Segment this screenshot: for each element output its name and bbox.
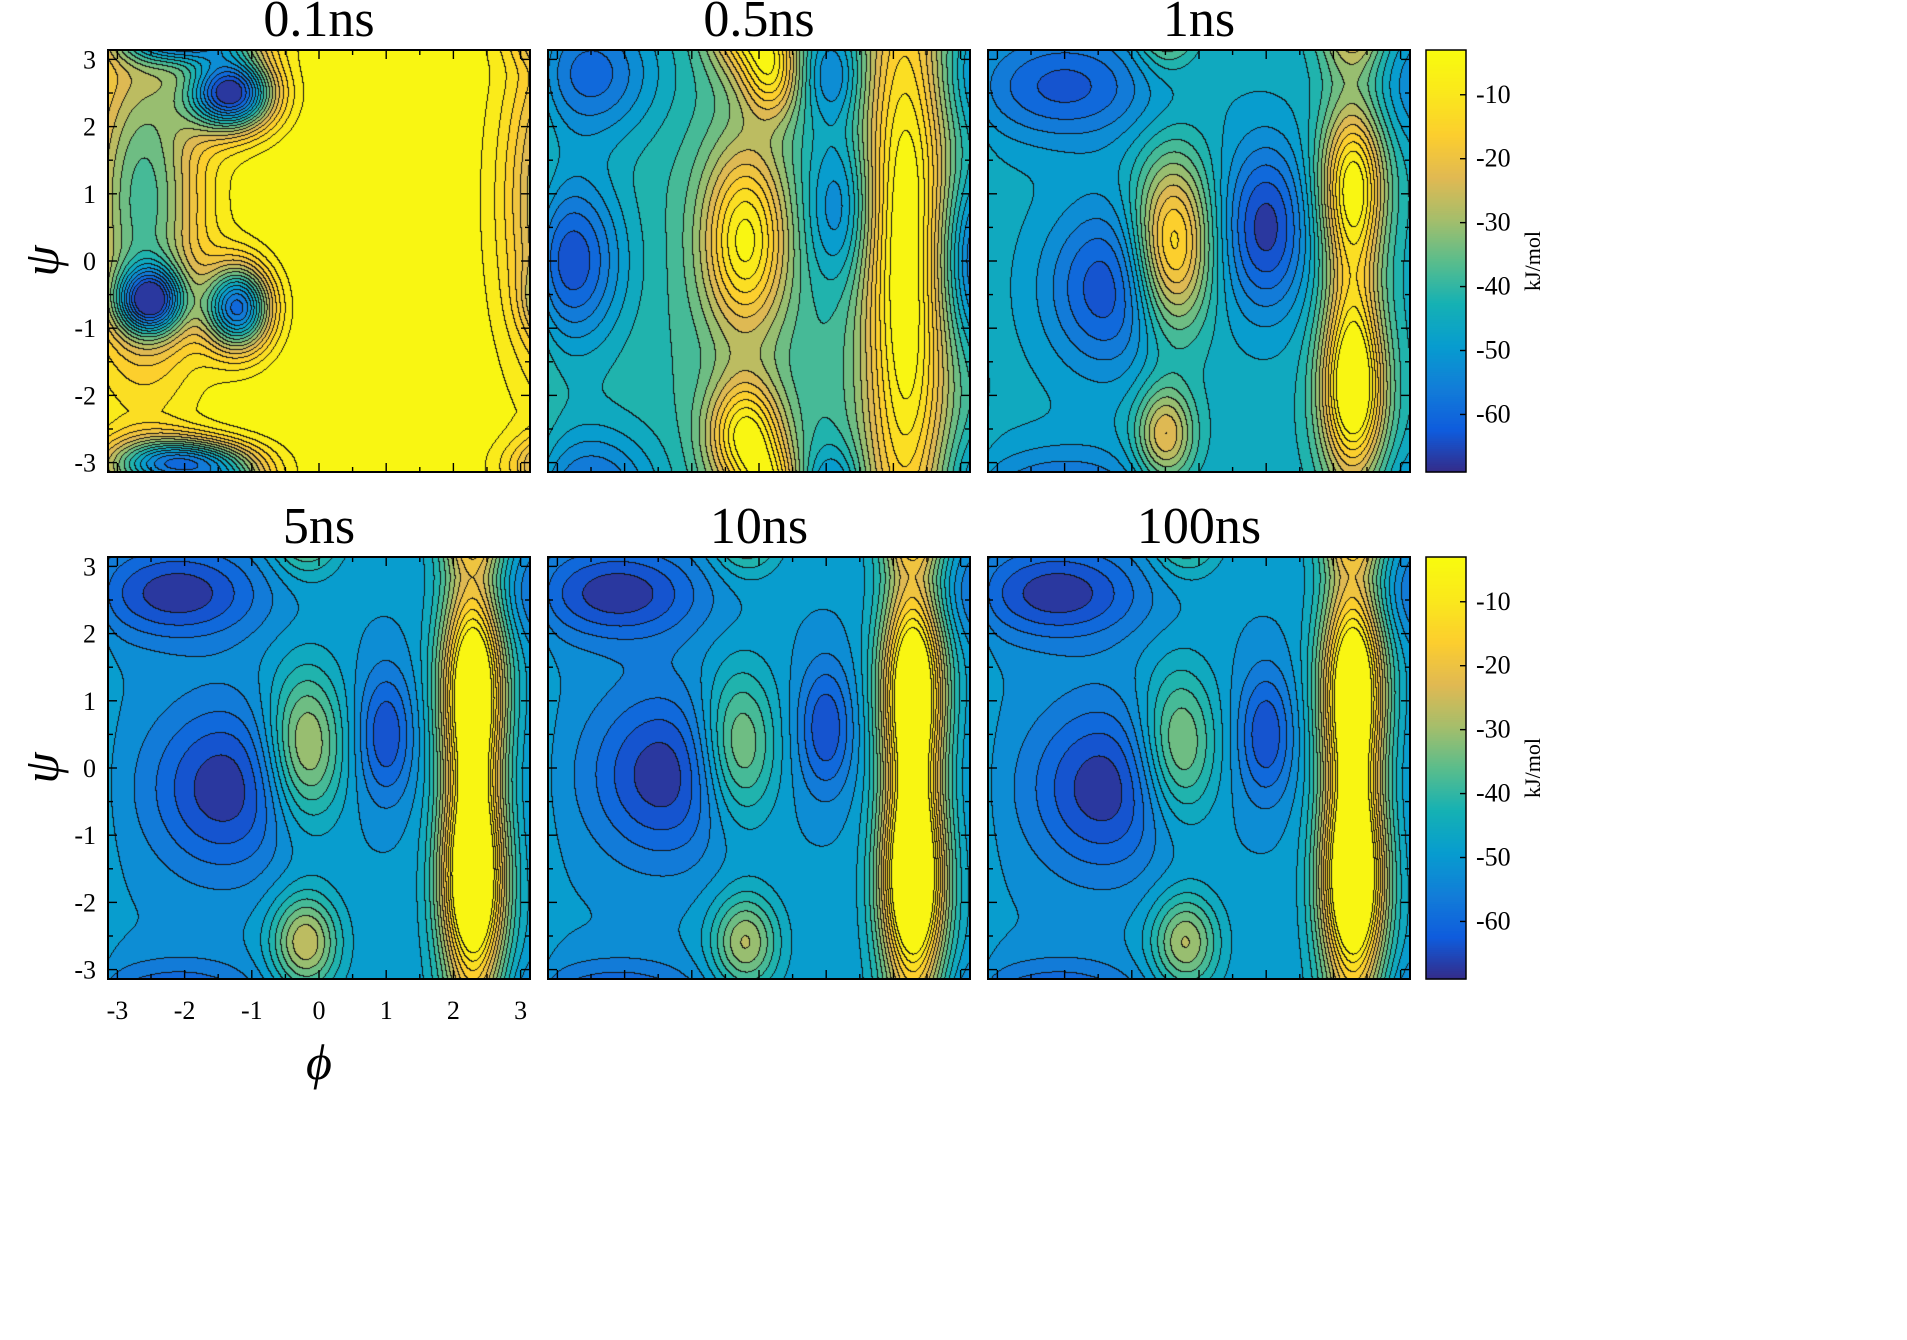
y-tick-label: 3 (83, 552, 96, 581)
y-tick-label: -1 (74, 821, 96, 850)
contour-map (988, 50, 1410, 472)
colorbar-tick-label: -50 (1476, 336, 1511, 365)
colorbar-frame (1425, 49, 1467, 473)
colorbar-tick-label: -60 (1476, 399, 1511, 428)
x-tick-label: -2 (174, 996, 196, 1025)
axis-ticks (988, 50, 1410, 472)
axis-ticks (548, 50, 970, 472)
x-tick-label: 0 (313, 996, 326, 1025)
x-axis-label: ϕ (306, 1034, 332, 1090)
colorbar-tick-label: -60 (1476, 906, 1511, 935)
colorbar-tick-label: -40 (1476, 272, 1511, 301)
contour-map (988, 557, 1410, 979)
y-tick-label: 2 (83, 113, 96, 142)
panel-title: 0.1ns (263, 0, 374, 48)
colorbar: -10 -20 -30 -40 -50 -60 kJ/mol (1425, 556, 1545, 980)
contour-map (108, 557, 530, 979)
panel-100ns: 100ns (987, 498, 1411, 980)
axis-ticks (108, 557, 530, 979)
colorbar: -10 -20 -30 -40 -50 -60 kJ/mol (1425, 49, 1545, 473)
y-tick-label: -3 (74, 956, 96, 985)
contour-map (108, 50, 530, 472)
panel-title: 100ns (1137, 498, 1261, 555)
x-tick-label: 1 (380, 996, 393, 1025)
y-axis-label: ψ (13, 752, 69, 784)
panel-0.1ns: 0.1ns 3 2 1 0 -1 -2 -3 ψ (13, 0, 531, 478)
colorbar-tick-label: -20 (1476, 651, 1511, 680)
axis-ticks (108, 50, 530, 472)
panel-title: 1ns (1163, 0, 1235, 48)
y-tick-label: 1 (83, 687, 96, 716)
colorbar-tick-label: -50 (1476, 843, 1511, 872)
y-tick-label: -2 (74, 888, 96, 917)
colorbar-tick-label: -30 (1476, 715, 1511, 744)
panel-title: 10ns (710, 498, 808, 555)
panel-1ns: 1ns (987, 0, 1411, 473)
x-tick-label: 3 (514, 996, 527, 1025)
panel-title: 0.5ns (703, 0, 814, 48)
contour-map (548, 50, 970, 472)
y-tick-label: 3 (83, 45, 96, 74)
y-tick-label: 0 (83, 754, 96, 783)
axis-ticks (548, 557, 970, 979)
colorbar-tick-label: -10 (1476, 587, 1511, 616)
y-axis-label: ψ (13, 245, 69, 277)
panel-10ns: 10ns (547, 498, 971, 980)
colorbar-label: kJ/mol (1520, 231, 1545, 291)
colorbar-frame (1425, 556, 1467, 980)
colorbar-tick-label: -20 (1476, 144, 1511, 173)
colorbar-label: kJ/mol (1520, 738, 1545, 798)
panel-5ns: 5ns 3 2 1 0 -1 -2 -3 ψ -3 -2 -1 0 1 2 3 ϕ (13, 498, 531, 1090)
colorbar-tick-label: -30 (1476, 208, 1511, 237)
panel-0.5ns: 0.5ns (547, 0, 971, 473)
y-tick-label: 0 (83, 247, 96, 276)
x-tick-label: -3 (107, 996, 129, 1025)
colorbar-tick-label: -40 (1476, 779, 1511, 808)
contour-map (548, 557, 970, 979)
y-tick-label: -2 (74, 381, 96, 410)
x-tick-label: -1 (241, 996, 263, 1025)
y-tick-label: 1 (83, 180, 96, 209)
y-tick-label: -1 (74, 314, 96, 343)
axis-ticks (988, 557, 1410, 979)
y-tick-label: -3 (74, 449, 96, 478)
x-tick-label: 2 (447, 996, 460, 1025)
y-tick-label: 2 (83, 620, 96, 649)
panel-title: 5ns (283, 498, 355, 555)
colorbar-tick-label: -10 (1476, 80, 1511, 109)
